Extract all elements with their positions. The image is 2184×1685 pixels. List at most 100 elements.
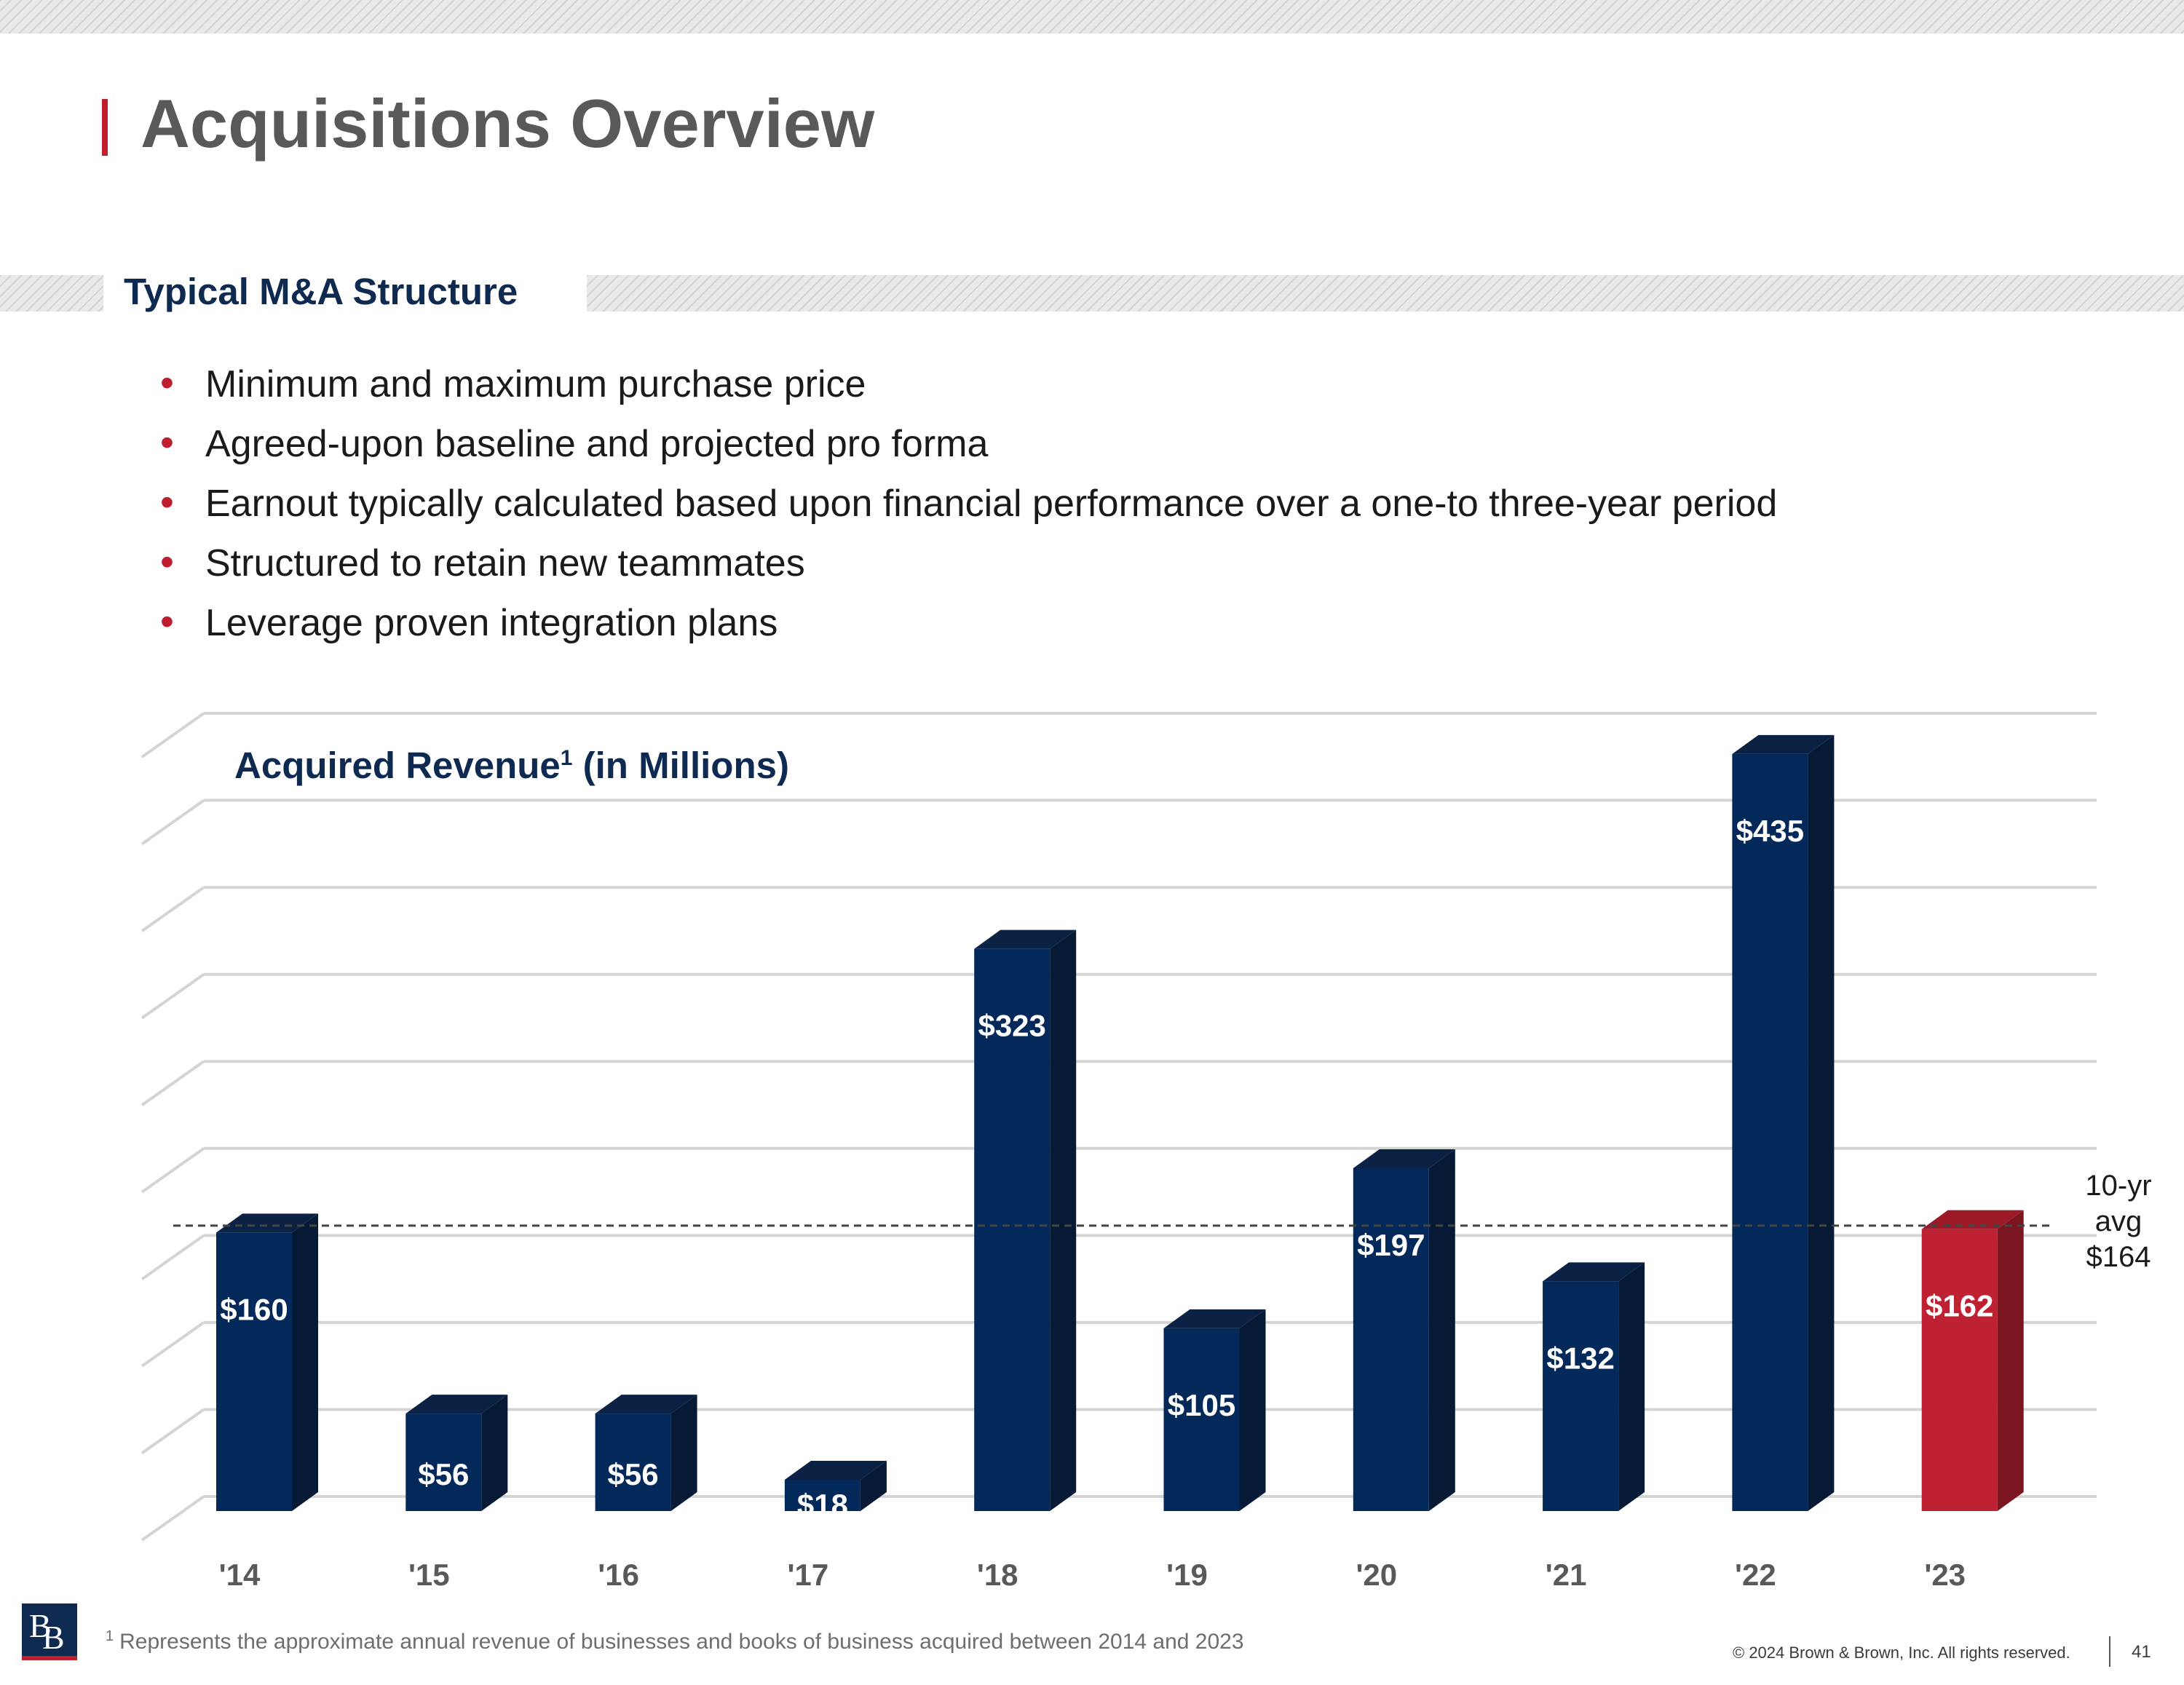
bar-side <box>1050 929 1077 1511</box>
average-label: 10-yr avg $164 <box>2075 1168 2162 1275</box>
bullet-item: • Agreed-upon baseline and projected pro … <box>160 416 1777 476</box>
gridline-perspective <box>141 886 205 932</box>
bar-side <box>860 1460 887 1511</box>
bar-side <box>292 1213 318 1511</box>
chart-title: Acquired Revenue1 (in Millions) <box>234 745 789 788</box>
x-tick-label: '17 <box>788 1558 829 1592</box>
title-accent-bar <box>102 99 108 156</box>
x-tick-label: '16 <box>598 1558 639 1592</box>
bar <box>1732 753 1808 1511</box>
bar-value-label: $323 <box>978 1009 1045 1043</box>
bullet-dot-icon: • <box>160 540 174 584</box>
bar-side <box>1808 734 1835 1511</box>
chart-title-text: Acquired Revenue <box>234 745 561 786</box>
section-heading: Typical M&A Structure <box>124 271 518 312</box>
bar <box>1921 1229 1998 1511</box>
bar-top <box>405 1395 508 1414</box>
bullet-dot-icon: • <box>160 600 174 643</box>
bar <box>1353 1167 1429 1511</box>
bar-value-label: $105 <box>1168 1388 1235 1422</box>
bar-top <box>216 1213 318 1233</box>
x-tick-label: '21 <box>1546 1558 1587 1592</box>
bar-top <box>1163 1309 1266 1328</box>
bar-side <box>1997 1210 2024 1511</box>
bar-top <box>1732 734 1835 754</box>
bar-value-label: $160 <box>220 1292 288 1326</box>
bar-top <box>595 1395 697 1414</box>
bar-value-label: $18 <box>797 1488 848 1522</box>
section-band-left <box>0 275 103 312</box>
average-label-line: avg <box>2094 1205 2143 1237</box>
x-tick-label: '14 <box>219 1558 261 1592</box>
bar-top <box>784 1460 887 1480</box>
gridline-perspective <box>141 1321 205 1368</box>
bar-value-label: $197 <box>1357 1228 1425 1262</box>
section-band-right <box>587 275 2184 312</box>
bar <box>405 1414 482 1511</box>
gridline-perspective <box>141 1495 205 1542</box>
bar <box>974 948 1051 1511</box>
x-tick-label: '20 <box>1356 1558 1397 1592</box>
bullet-dot-icon: • <box>160 480 174 524</box>
bar <box>784 1479 860 1511</box>
x-tick-label: '23 <box>1924 1558 1966 1592</box>
bar-value-label: $132 <box>1546 1341 1614 1375</box>
bullet-text: Leverage proven integration plans <box>205 602 778 644</box>
bar-top <box>1921 1210 2024 1229</box>
x-tick-label: '19 <box>1166 1558 1208 1592</box>
bar-value-label: $56 <box>608 1457 659 1491</box>
bar-side <box>1618 1262 1645 1511</box>
footnote: 1 Represents the approximate annual reven… <box>106 1628 1244 1654</box>
bar-top <box>1353 1149 1455 1168</box>
bullet-dot-icon: • <box>160 421 174 464</box>
bar <box>216 1232 292 1511</box>
bullet-text: Minimum and maximum purchase price <box>205 363 866 405</box>
chart-bars <box>216 734 2024 1511</box>
footnote-marker: 1 <box>106 1628 114 1644</box>
bullet-item: • Minimum and maximum purchase price <box>160 357 1777 416</box>
x-tick-label: '15 <box>408 1558 450 1592</box>
chart-title-footnote-marker: 1 <box>560 746 573 770</box>
footnote-text: Represents the approximate annual revenu… <box>119 1630 1244 1654</box>
copyright: © 2024 Brown & Brown, Inc. All rights re… <box>1733 1644 2070 1662</box>
bar-top <box>1543 1262 1645 1282</box>
gridline-perspective <box>141 1147 205 1194</box>
page-number: 41 <box>2132 1642 2151 1662</box>
logo-letter: B <box>42 1619 65 1656</box>
chart-title-suffix: (in Millions) <box>582 745 789 786</box>
bar-value-label: $56 <box>418 1457 469 1491</box>
gridline-perspective <box>141 973 205 1020</box>
bar-side <box>1239 1309 1266 1511</box>
bar-top <box>974 929 1077 949</box>
brown-and-brown-logo: B B <box>22 1603 77 1660</box>
bar-side <box>1428 1149 1455 1511</box>
bar-side <box>481 1395 508 1511</box>
page-title: Acquisitions Overview <box>141 85 875 162</box>
chart-labels: $160 '14 $56 '15 $56 '16 $18 '17 $323 '18 $105 '19 $… <box>219 814 1994 1592</box>
footer-divider <box>2109 1636 2110 1667</box>
x-tick-label: '22 <box>1735 1558 1776 1592</box>
bar-value-label: $435 <box>1736 814 1804 848</box>
average-label-line: 10-yr <box>2085 1170 2152 1202</box>
bullet-dot-icon: • <box>160 361 174 405</box>
gridline-perspective <box>141 712 205 758</box>
bullet-text: Earnout typically calculated based upon … <box>205 483 1778 525</box>
average-label-line: $164 <box>2086 1241 2151 1273</box>
logo-letter: B <box>29 1607 52 1644</box>
x-tick-label: '18 <box>977 1558 1018 1592</box>
gridline-perspective <box>141 1060 205 1106</box>
bullet-text: Agreed-upon baseline and projected pro f… <box>205 423 989 465</box>
gridline-perspective <box>141 1408 205 1455</box>
bar <box>595 1414 671 1511</box>
bar-side <box>670 1395 697 1511</box>
bullet-item: • Structured to retain new teammates <box>160 536 1777 595</box>
bullet-item: • Leverage proven integration plans <box>160 595 1777 655</box>
bullet-list: • Minimum and maximum purchase price • Agr… <box>160 357 1777 655</box>
top-decorative-band <box>0 0 2184 33</box>
bar <box>1543 1281 1619 1511</box>
bar <box>1163 1328 1240 1511</box>
gridline-perspective <box>141 1234 205 1280</box>
gridline-perspective <box>141 798 205 846</box>
bullet-item: • Earnout typically calculated based upon… <box>160 476 1777 536</box>
